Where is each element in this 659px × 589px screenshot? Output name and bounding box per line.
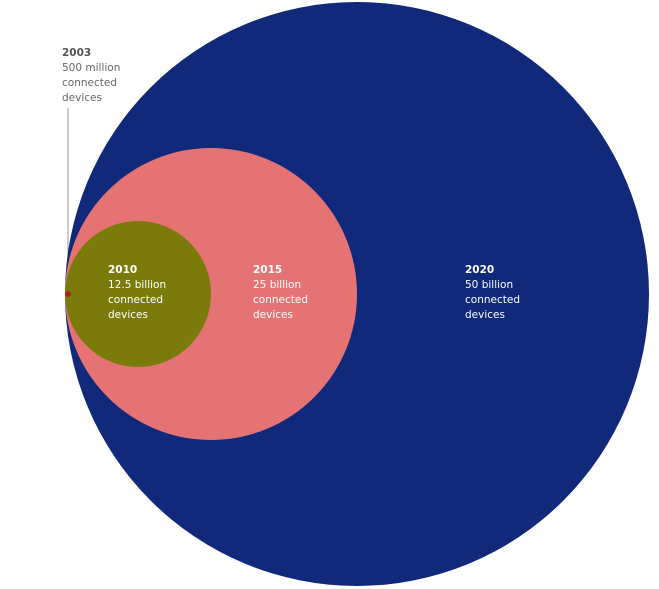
value-label: 12.5 billion <box>108 279 167 291</box>
circle <box>65 221 211 367</box>
value-label: 500 million <box>62 62 121 74</box>
bubble-label: 2020 50 billion connected devices <box>465 263 527 323</box>
label-suffix: connected devices <box>465 294 520 321</box>
label-suffix: connected devices <box>62 77 117 104</box>
label-suffix: connected devices <box>108 294 163 321</box>
bubble-label: 2010 12.5 billion connected devices <box>108 263 170 323</box>
label-suffix: connected devices <box>253 294 308 321</box>
value-label: 50 billion <box>465 279 514 291</box>
value-label: 25 billion <box>253 279 302 291</box>
bubble-label: 2015 25 billion connected devices <box>253 263 315 323</box>
bubble-label: 2003 500 million connected devices <box>62 46 124 106</box>
year-label: 2003 <box>62 47 92 59</box>
circle <box>65 291 71 297</box>
year-label: 2015 <box>253 264 283 276</box>
year-label: 2010 <box>108 264 138 276</box>
year-label: 2020 <box>465 264 495 276</box>
